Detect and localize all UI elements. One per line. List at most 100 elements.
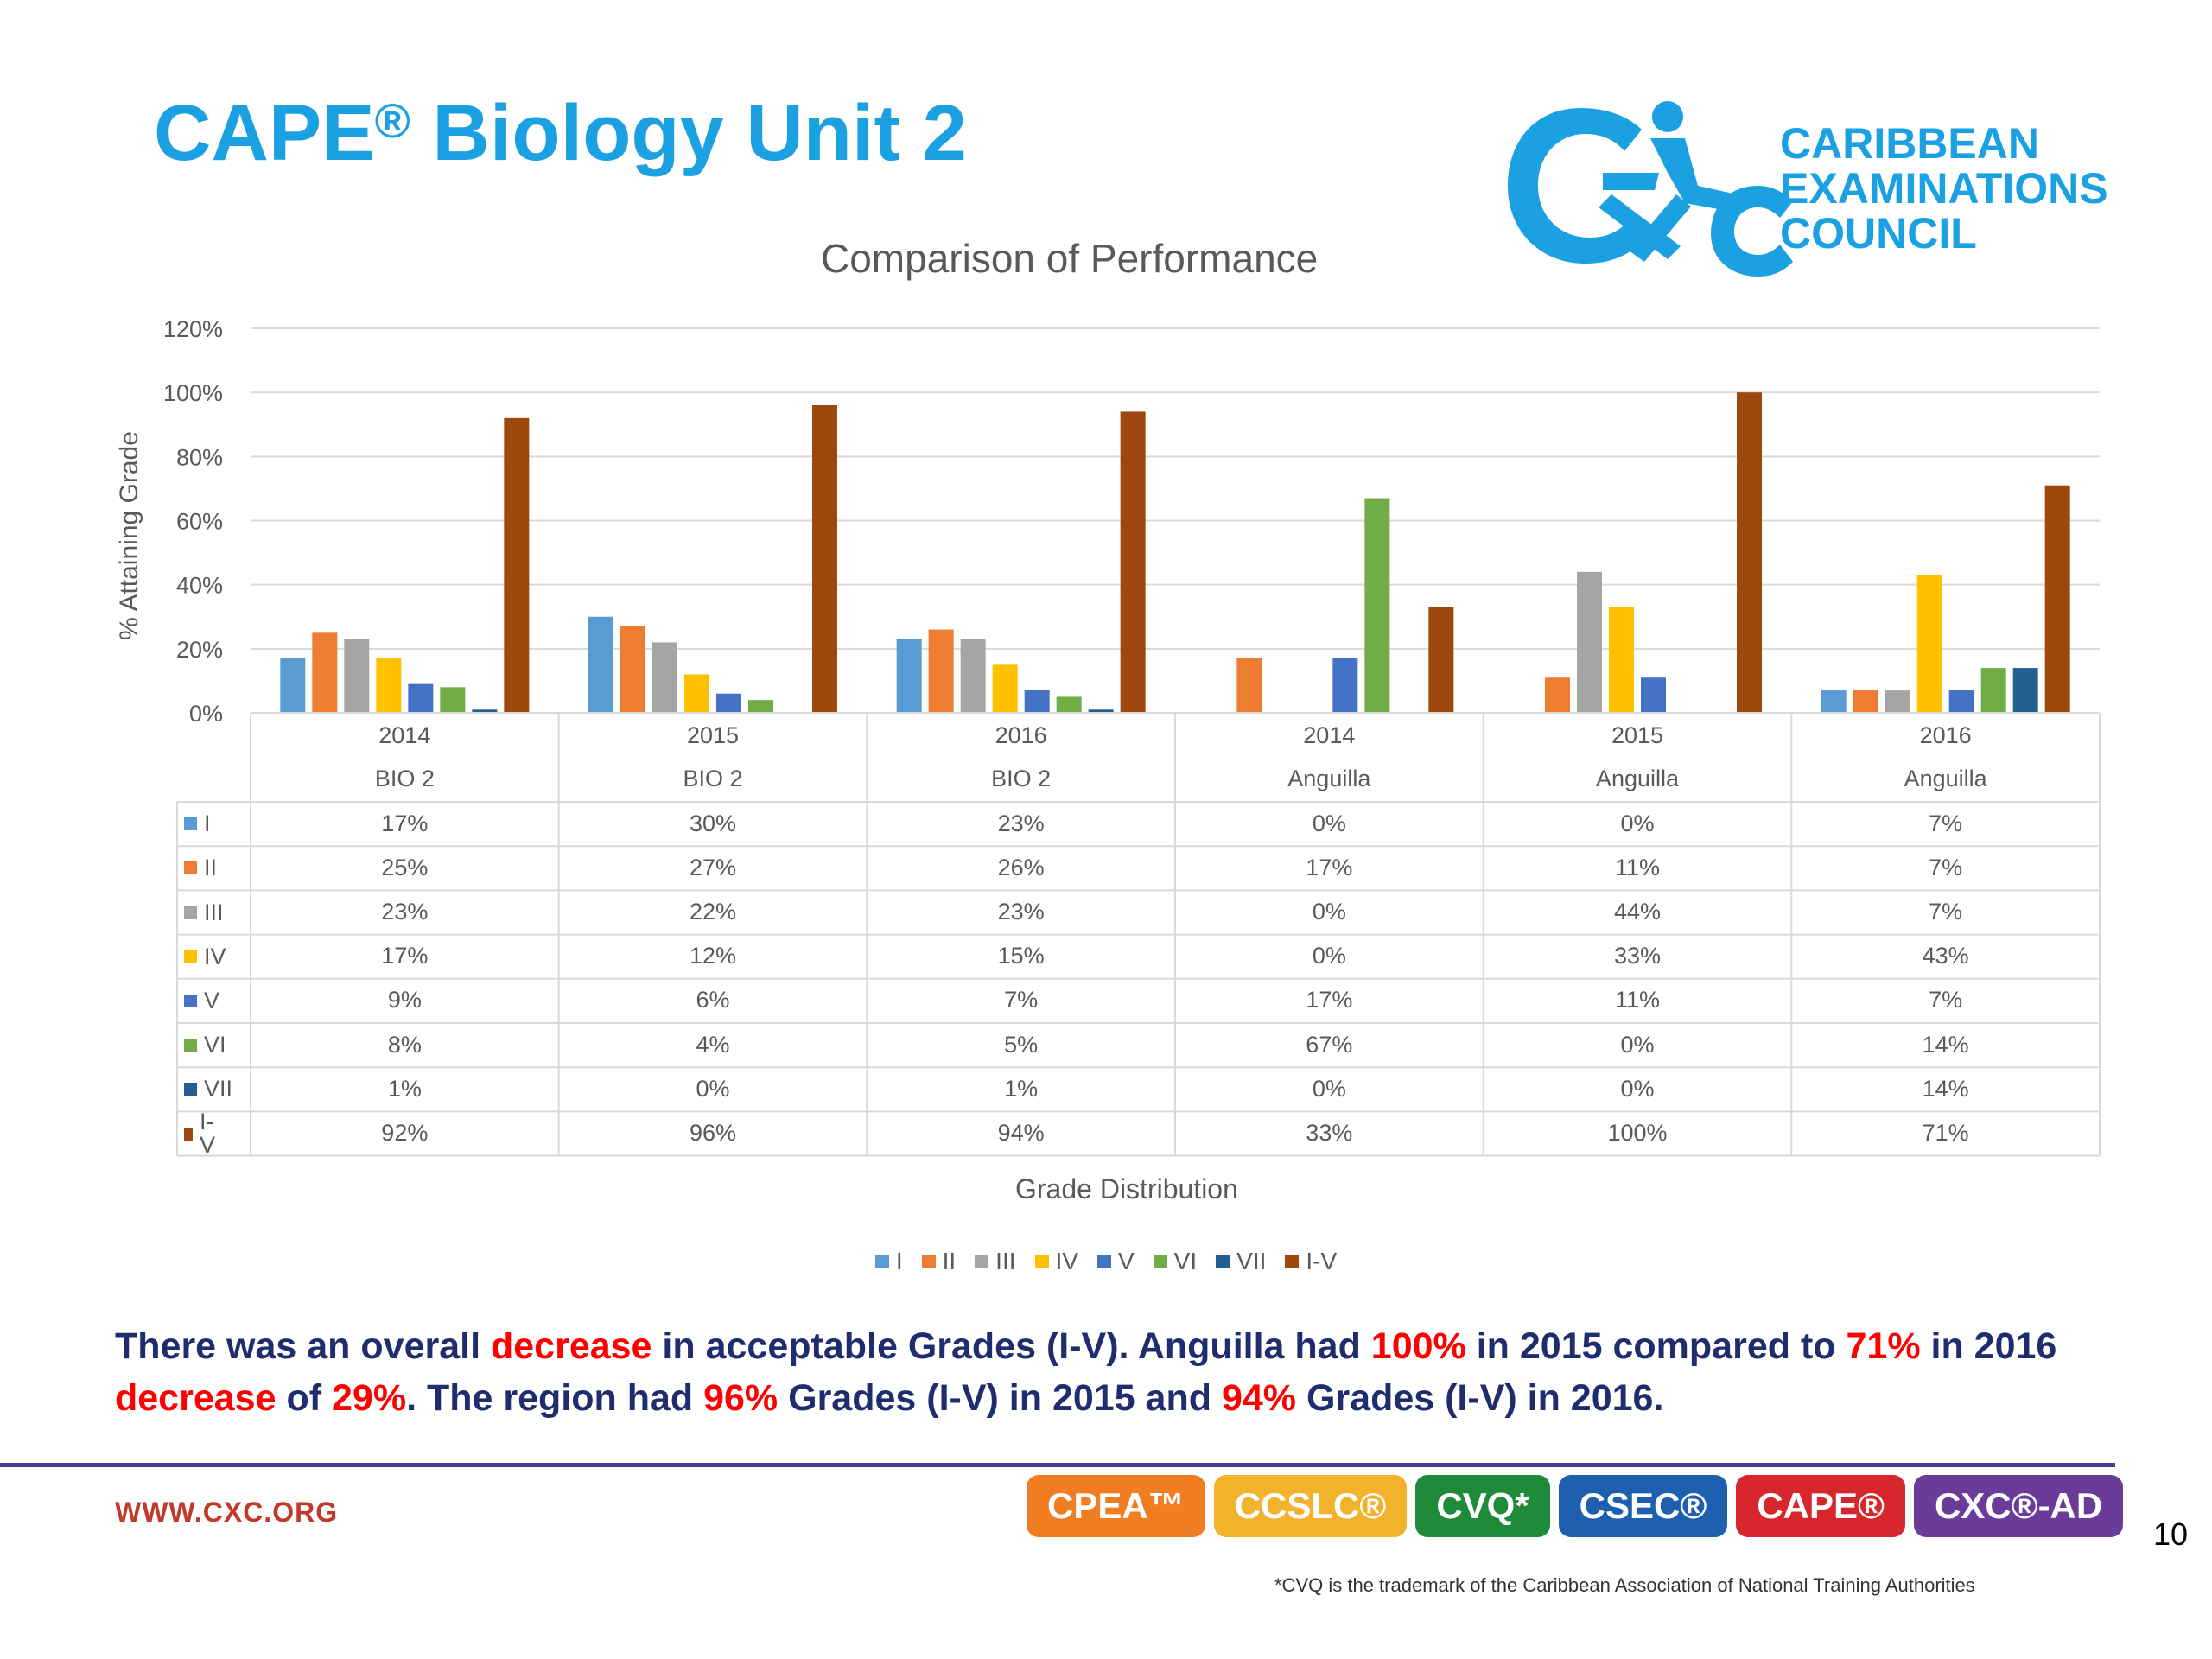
legend-label: VII — [1236, 1248, 1267, 1274]
cxc-logo-icon — [1508, 101, 1793, 276]
summary-segment: in acceptable Grades (I-V). Anguilla had — [652, 1325, 1371, 1367]
series-name: II — [204, 855, 218, 881]
table-cell: 0% — [1620, 1031, 1655, 1058]
category-year-label: 2015 — [686, 722, 740, 748]
bar-I-V-0 — [504, 417, 530, 713]
series-name: I-V — [200, 1109, 216, 1158]
table-cell: 26% — [997, 854, 1045, 880]
series-swatch-icon — [184, 950, 197, 963]
summary-segment: Grades (I-V) in 2015 and — [778, 1377, 1222, 1419]
bar-III-5 — [1885, 690, 1910, 713]
program-badge[interactable]: CAPE® — [1736, 1475, 1905, 1537]
bar-IV-5 — [1916, 575, 1942, 713]
table-row-label: I-V — [184, 1110, 219, 1157]
series-name: IV — [204, 943, 226, 969]
table-cell: 67% — [1306, 1031, 1353, 1058]
program-badge[interactable]: CSEC® — [1558, 1475, 1728, 1537]
category-year-label: 2014 — [378, 722, 431, 748]
legend-item: VI — [1153, 1248, 1197, 1275]
series-name: VI — [204, 1032, 226, 1058]
bar-II-2 — [928, 629, 954, 713]
summary-segment: in 2016 — [1920, 1325, 2057, 1367]
legend-swatch-icon — [1096, 1255, 1111, 1268]
table-cell: 100% — [1607, 1120, 1668, 1146]
legend-swatch-icon — [975, 1255, 989, 1268]
table-cell: 4% — [696, 1031, 730, 1058]
legend-label: V — [1117, 1248, 1135, 1274]
legend-swatch-icon — [921, 1255, 936, 1268]
bar-V-5 — [1948, 690, 1974, 713]
legend-label: III — [995, 1248, 1016, 1274]
category-group-label: BIO 2 — [991, 766, 1052, 791]
summary-segment: There was an overall — [115, 1325, 491, 1367]
bar-VI-2 — [1056, 696, 1082, 713]
footnote: *CVQ is the trademark of the Caribbean A… — [1274, 1574, 1975, 1596]
program-badge[interactable]: CXC®-AD — [1913, 1475, 2124, 1537]
bar-IV-2 — [992, 664, 1018, 713]
table-cell: 11% — [1614, 987, 1661, 1014]
table-row-label: IV — [184, 944, 226, 969]
category-group-label: BIO 2 — [374, 766, 435, 791]
table-cell: 17% — [1306, 854, 1353, 880]
legend-label: I — [895, 1248, 903, 1274]
bar-II-3 — [1236, 658, 1262, 713]
bar-IV-4 — [1609, 607, 1634, 713]
bar-II-0 — [312, 632, 338, 713]
summary-segment: of — [276, 1377, 332, 1419]
table-cell: 30% — [689, 810, 737, 836]
series-swatch-icon — [184, 994, 197, 1007]
summary-segment: . The region had — [406, 1377, 704, 1419]
series-swatch-icon — [184, 817, 197, 831]
website-link[interactable]: WWW.CXC.ORG — [115, 1497, 339, 1528]
bar-I-1 — [588, 616, 613, 713]
program-badge[interactable]: CPEA™ — [1027, 1475, 1205, 1537]
table-cell: 92% — [381, 1120, 429, 1146]
table-row-label: VII — [184, 1077, 232, 1102]
program-badge[interactable]: CCSLC® — [1213, 1475, 1408, 1537]
bar-VII-0 — [472, 709, 498, 713]
table-row-label: I — [184, 812, 211, 836]
table-cell: 1% — [1004, 1075, 1039, 1102]
y-axis-label: % Attaining Grade — [115, 431, 143, 640]
table-cell: 0% — [696, 1075, 730, 1102]
summary-highlight: 71% — [1846, 1325, 1921, 1367]
bar-I-2 — [896, 639, 922, 713]
slide-title: CAPE® Biology Unit 2 — [154, 89, 967, 177]
table-cell: 11% — [1614, 854, 1661, 880]
bar-I-V-3 — [1428, 607, 1454, 713]
series-name: III — [204, 899, 224, 925]
category-group-label: Anguilla — [1904, 766, 1987, 791]
table-cell: 27% — [689, 854, 737, 880]
table-cell: 5% — [1004, 1031, 1039, 1058]
table-cell: 12% — [689, 943, 737, 969]
bar-III-0 — [344, 639, 370, 713]
table-cell: 17% — [1306, 987, 1353, 1014]
series-name: I — [204, 810, 211, 837]
category-year-label: 2015 — [1611, 722, 1664, 748]
y-tick-label: 40% — [176, 573, 223, 599]
bar-III-4 — [1577, 571, 1602, 713]
summary-segment: Grades (I-V) in 2016. — [1296, 1377, 1664, 1419]
table-cell: 25% — [381, 854, 429, 880]
bar-II-1 — [620, 626, 645, 713]
table-cell: 23% — [997, 810, 1045, 836]
x-axis-label: Grade Distribution — [1015, 1173, 1238, 1205]
legend-item: VII — [1216, 1248, 1266, 1275]
table-cell: 8% — [387, 1031, 422, 1058]
summary-highlight: 94% — [1221, 1377, 1297, 1419]
bar-I-V-5 — [2044, 485, 2070, 713]
legend-item: IV — [1034, 1248, 1078, 1275]
table-row-label: II — [184, 856, 217, 880]
table-cell: 17% — [381, 810, 429, 836]
table-row-label: III — [184, 900, 224, 925]
bar-VI-3 — [1364, 498, 1390, 713]
bar-VII-5 — [2012, 668, 2038, 713]
bar-I-V-4 — [1737, 392, 1762, 713]
bar-V-2 — [1024, 690, 1050, 713]
series-swatch-icon — [184, 1083, 197, 1096]
series-swatch-icon — [184, 906, 197, 919]
table-cell: 43% — [1922, 943, 1969, 969]
table-cell: 7% — [1929, 854, 1963, 880]
program-badge[interactable]: CVQ* — [1415, 1475, 1550, 1537]
